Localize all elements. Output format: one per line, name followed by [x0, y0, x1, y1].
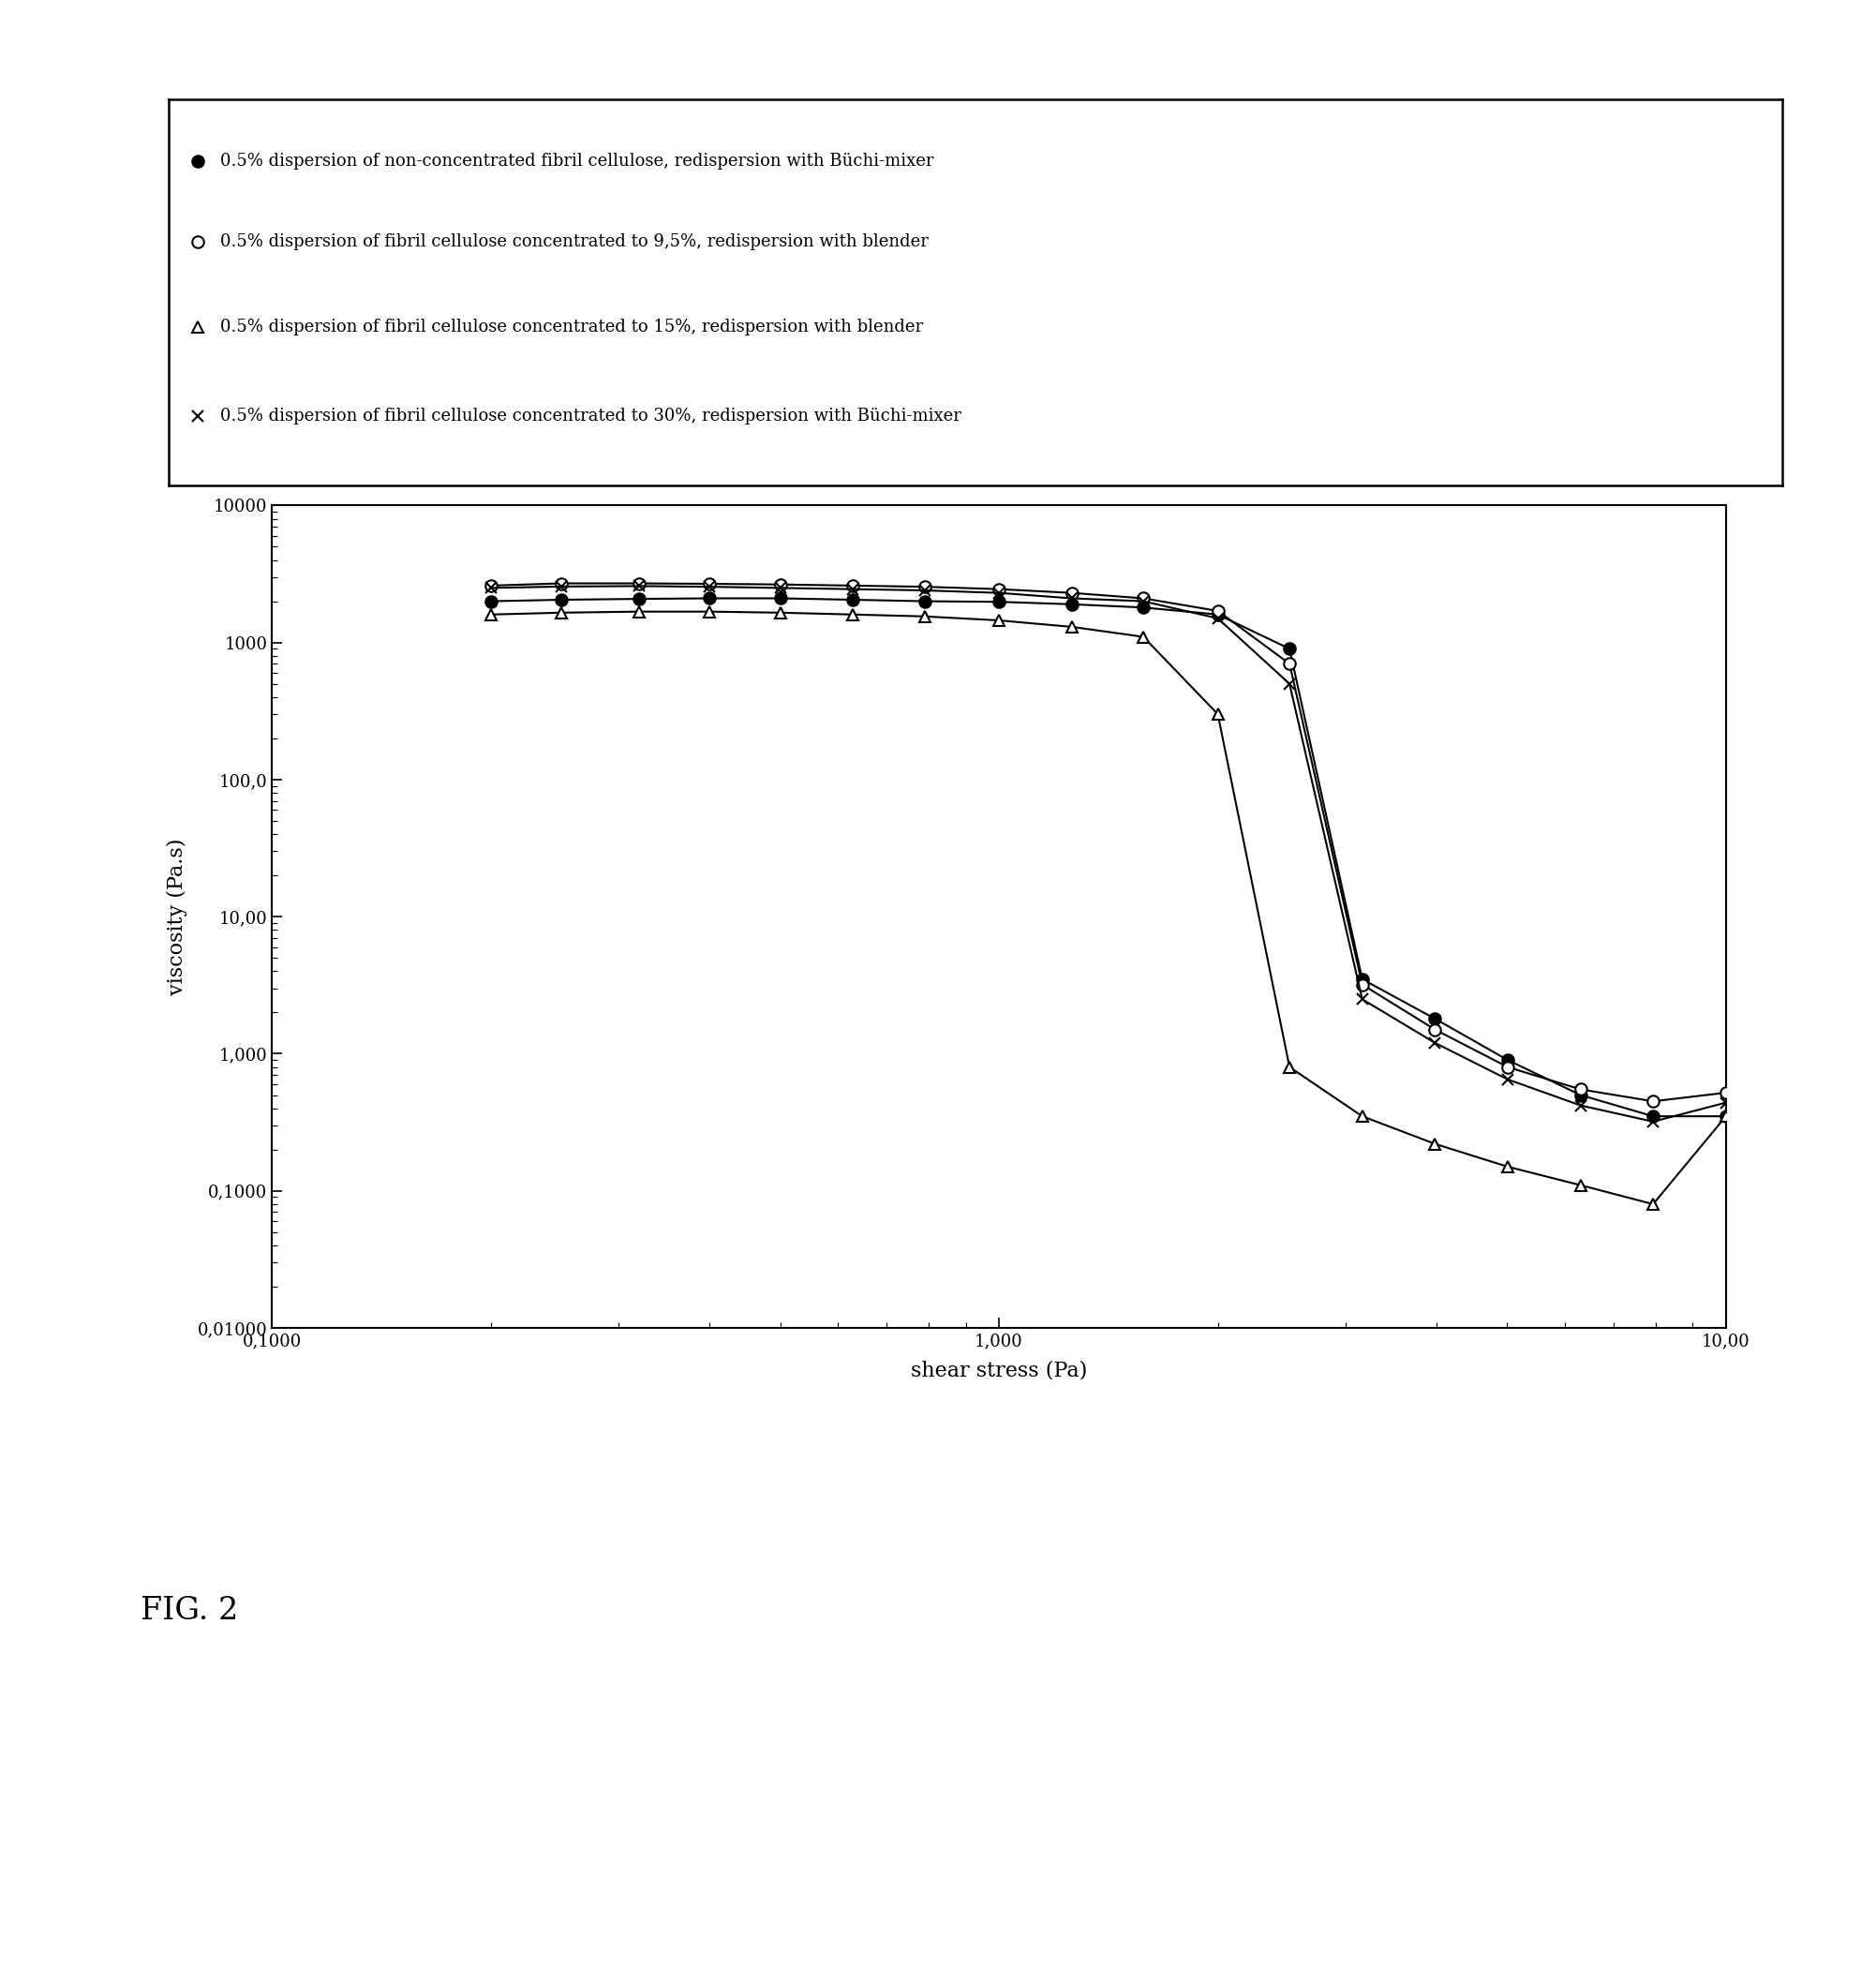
Text: 0.5% dispersion of non-concentrated fibril cellulose, redispersion with Büchi-mi: 0.5% dispersion of non-concentrated fibr… [221, 153, 934, 168]
Text: 0.5% dispersion of fibril cellulose concentrated to 15%, redispersion with blend: 0.5% dispersion of fibril cellulose conc… [221, 319, 923, 335]
Text: FIG. 2: FIG. 2 [141, 1596, 238, 1625]
X-axis label: shear stress (Pa): shear stress (Pa) [910, 1360, 1088, 1379]
Text: 0.5% dispersion of fibril cellulose concentrated to 9,5%, redispersion with blen: 0.5% dispersion of fibril cellulose conc… [221, 234, 929, 250]
Y-axis label: viscosity (Pa.s): viscosity (Pa.s) [167, 838, 188, 995]
Text: 0.5% dispersion of fibril cellulose concentrated to 30%, redispersion with Büchi: 0.5% dispersion of fibril cellulose conc… [221, 408, 962, 424]
